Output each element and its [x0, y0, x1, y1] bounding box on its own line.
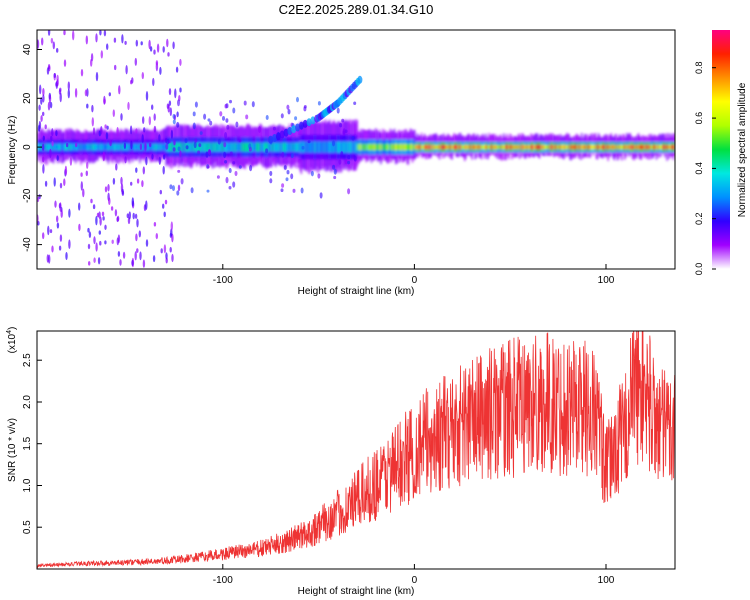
snr-series-line: [37, 331, 675, 569]
colorbar-tick-label: 0.8: [694, 61, 704, 74]
snr-x-tick-label: 0: [412, 575, 418, 586]
snr-x-axis-label: Height of straight line (km): [298, 586, 415, 597]
spectrogram-x-tick-label: 100: [598, 275, 615, 286]
snr-y-multiplier: (x104): [6, 327, 18, 354]
colorbar-tick-label: 0.2: [694, 212, 704, 225]
snr-y-tick-label: 1.0: [22, 478, 33, 492]
spectrogram-x-tick-label: 0: [412, 275, 418, 286]
snr-y-tick-label: 1.5: [22, 436, 33, 450]
spectrogram-heatmap: [37, 30, 675, 268]
spectrogram-y-tick-label: 40: [22, 44, 33, 56]
spectrogram-y-tick-label: -20: [22, 188, 33, 203]
spectrogram-x-axis-label: Height of straight line (km): [298, 286, 415, 297]
spectrogram-y-tick-label: 20: [22, 92, 33, 104]
spectrogram-ticks: -100 0 100 -40 -20 0 20 40: [22, 44, 615, 286]
snr-x-tick-label: -100: [213, 575, 233, 586]
snr-y-axis-label: SNR (10 * v/v): [7, 418, 18, 482]
snr-panel: -100 0 100 0.5 1.0 1.5 2.0 2.5 Height of straig…: [6, 327, 676, 597]
snr-y-multiplier-exp: 4: [6, 330, 13, 334]
colorbar-scale: [712, 30, 730, 269]
chart-title: C2E2.2025.289.01.34.G10: [279, 2, 434, 17]
spectrogram-y-axis-label: Frequency (Hz): [7, 116, 18, 185]
colorbar: 0.0 0.2 0.4 0.6 0.8 Normalized spectral ampl…: [694, 30, 748, 275]
snr-x-tick-label: 100: [598, 575, 615, 586]
colorbar-label: Normalized spectral amplitude: [737, 82, 748, 217]
colorbar-tick-label: 0.0: [694, 263, 704, 276]
spectrogram-y-tick-label: 0: [22, 144, 33, 150]
snr-y-tick-label: 2.0: [22, 395, 33, 409]
spectrogram-x-tick-label: -100: [213, 275, 233, 286]
spectrogram-frame: [36, 29, 676, 270]
spectrogram-panel: -100 0 100 -40 -20 0 20 40 Height of straight l…: [7, 29, 676, 297]
colorbar-ticks: 0.0 0.2 0.4 0.6 0.8: [694, 61, 716, 275]
spectrogram-y-tick-label: -40: [22, 237, 33, 252]
colorbar-tick-label: 0.4: [694, 162, 704, 175]
snr-ticks: -100 0 100 0.5 1.0 1.5 2.0 2.5: [22, 353, 615, 586]
colorbar-tick-label: 0.6: [694, 112, 704, 125]
snr-frame: [36, 330, 676, 570]
snr-y-tick-label: 2.5: [22, 353, 33, 367]
snr-y-multiplier-base: (x10: [7, 333, 18, 353]
snr-y-tick-label: 0.5: [22, 520, 33, 534]
